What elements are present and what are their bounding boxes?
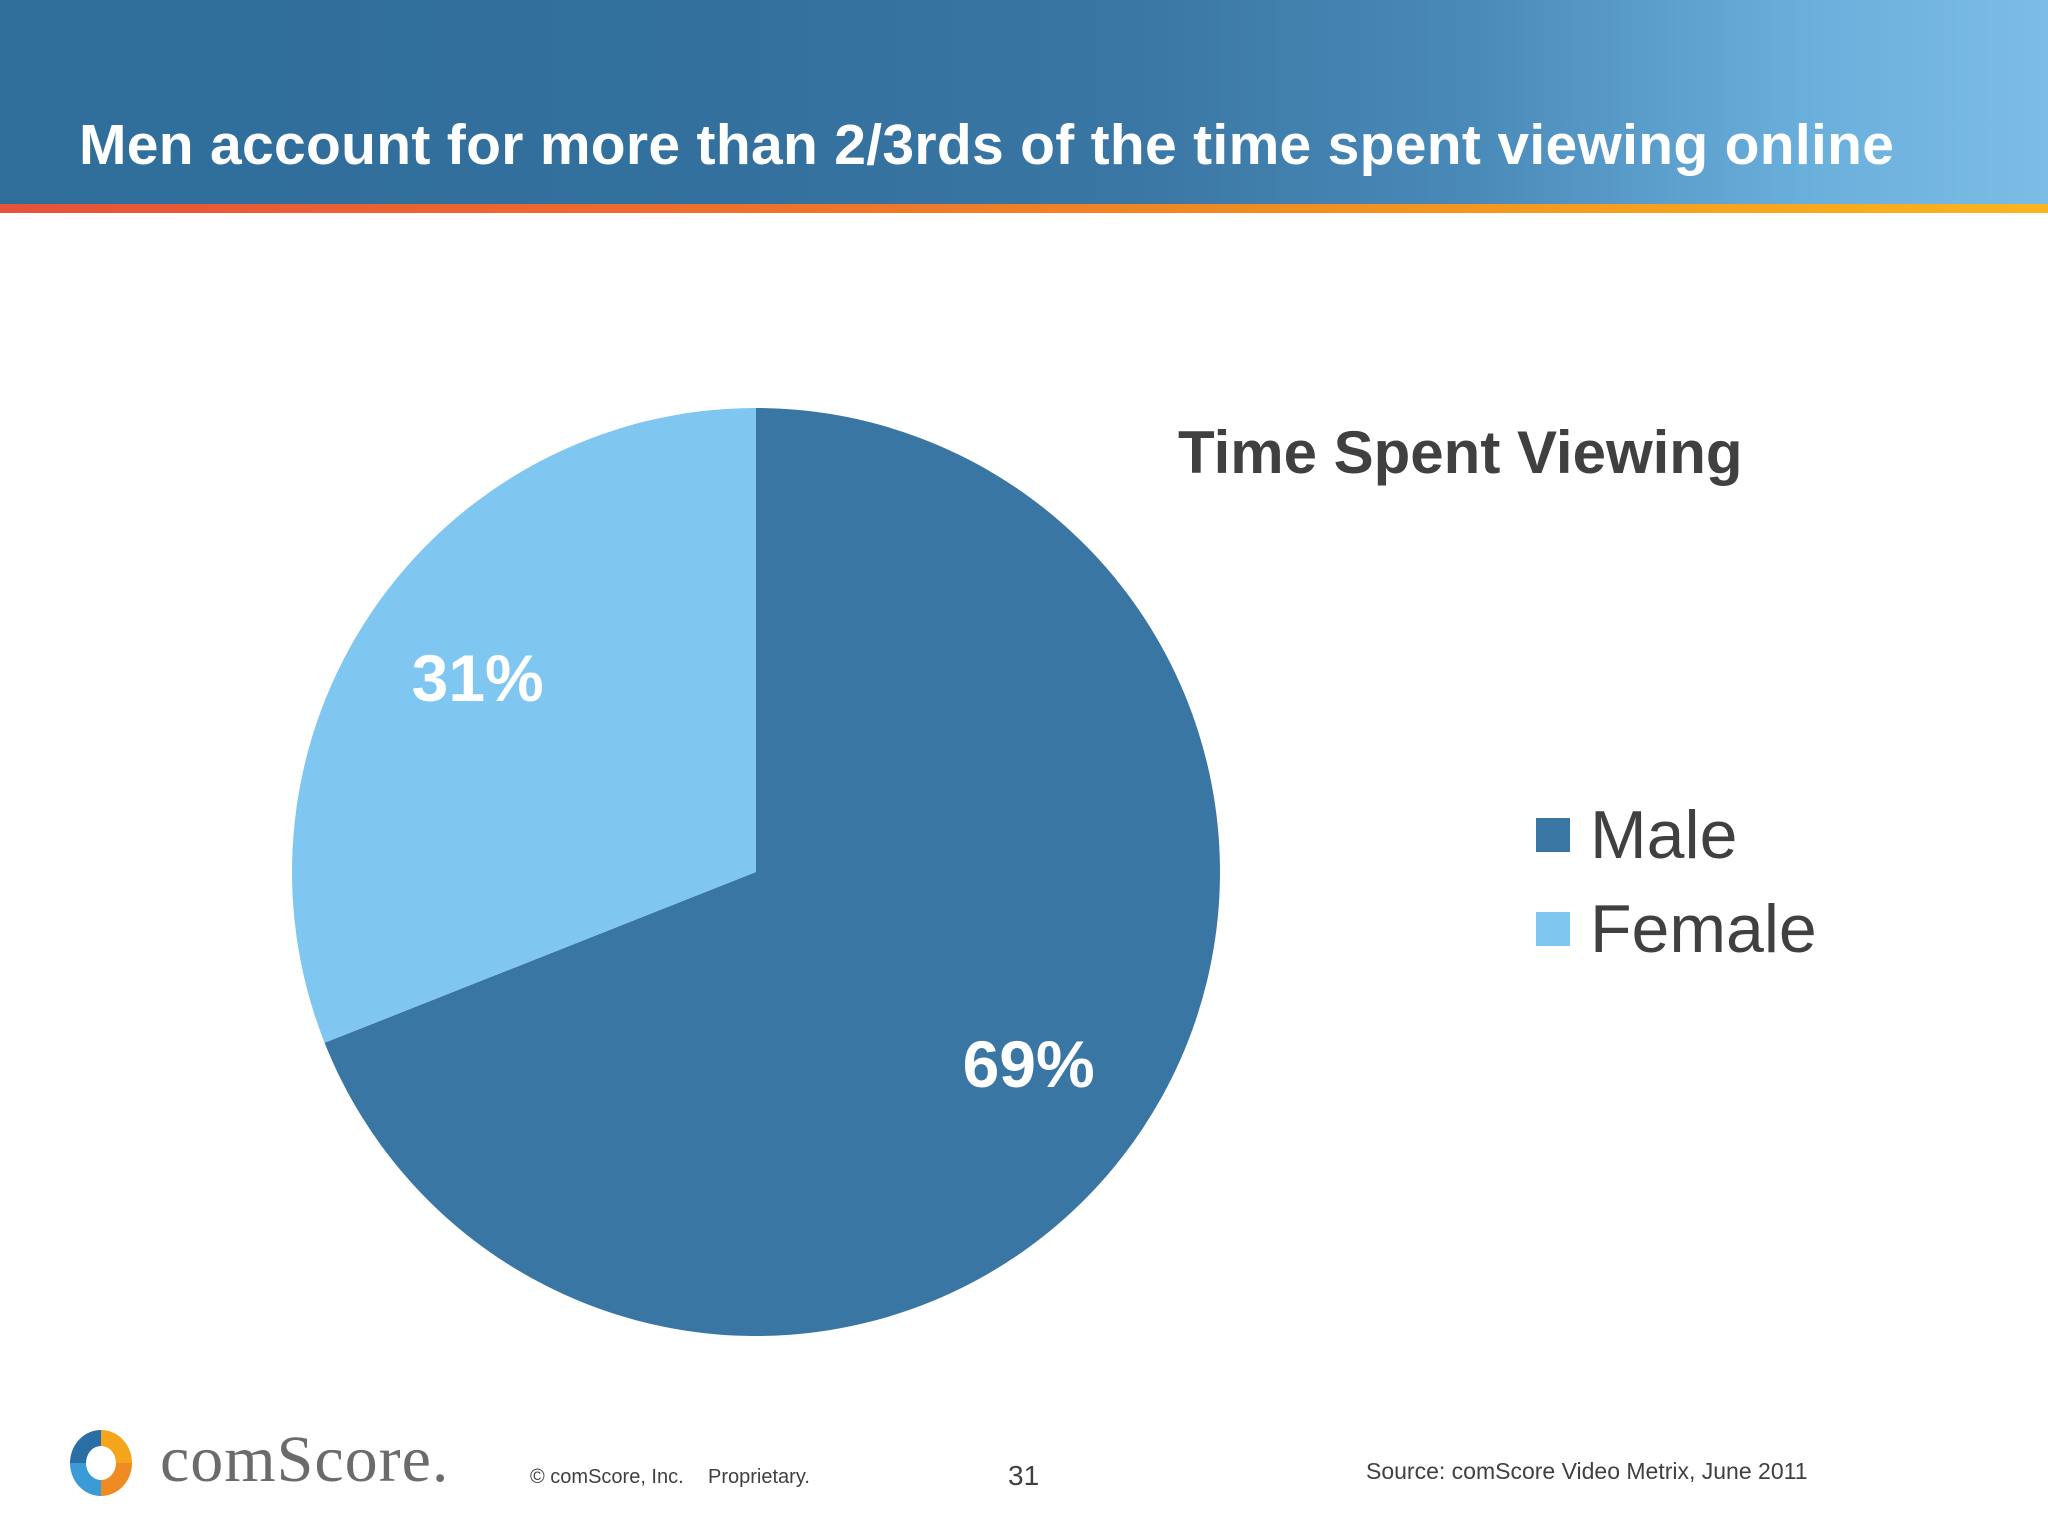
legend-swatch-female bbox=[1536, 912, 1570, 946]
chart-legend: Male Female bbox=[1536, 788, 1817, 976]
legend-label-male: Male bbox=[1590, 797, 1738, 873]
data-label-male: 69% bbox=[963, 1027, 1095, 1101]
page-number: 31 bbox=[1008, 1460, 1040, 1491]
copyright-text: © comScore, Inc. bbox=[530, 1466, 684, 1488]
proprietary-text: Proprietary. bbox=[708, 1466, 810, 1488]
comscore-logo-wordmark: comScore. bbox=[160, 1423, 450, 1496]
slide-footer: comScore. © comScore, Inc. Proprietary. … bbox=[0, 1400, 2048, 1536]
title-bar bbox=[0, 0, 2048, 204]
comscore-logo-icon bbox=[70, 1430, 132, 1496]
legend-label-female: Female bbox=[1590, 891, 1817, 967]
pie-slice-male bbox=[324, 408, 1221, 1337]
legend-item-male: Male bbox=[1536, 788, 1817, 882]
pie-slice-female bbox=[292, 408, 756, 1043]
source-note: Source: comScore Video Metrix, June 2011 bbox=[1366, 1458, 1808, 1484]
legend-swatch-male bbox=[1536, 818, 1570, 852]
title-underline-stripe bbox=[0, 204, 2048, 213]
data-label-female: 31% bbox=[412, 641, 544, 715]
chart-title: Time Spent Viewing bbox=[1178, 419, 1743, 486]
slide-title: Men account for more than 2/3rds of the … bbox=[79, 113, 1895, 177]
legend-item-female: Female bbox=[1536, 882, 1817, 976]
